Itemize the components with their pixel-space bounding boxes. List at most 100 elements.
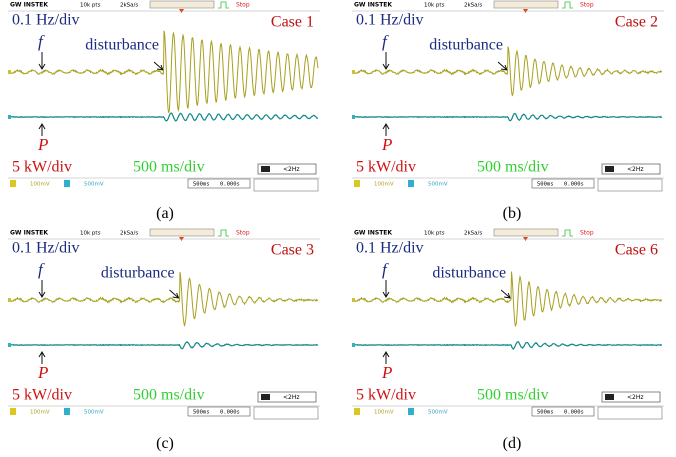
power-trace <box>355 342 662 349</box>
rate: 2kSa/s <box>120 231 138 237</box>
disturbance-label: disturbance <box>101 265 175 282</box>
case-label: Case 3 <box>271 242 314 259</box>
status: Stop <box>580 230 594 237</box>
power-trace <box>11 113 318 121</box>
offset: 0.000s <box>220 182 240 188</box>
f-arrow <box>383 280 389 297</box>
points: 10k pts <box>424 3 445 9</box>
scale-f: 0.1 Hz/div <box>12 12 80 29</box>
rate: 2kSa/s <box>464 3 482 9</box>
points: 10k pts <box>424 231 445 237</box>
figure: GW INSTEK 10k pts 2kSa/s Stop 0.1 Hz/div Case… <box>0 0 676 457</box>
scale-p: 5 kW/div <box>12 387 72 404</box>
ch1-marker <box>352 70 355 74</box>
f-label: f <box>38 260 45 279</box>
time-scale: 500 ms/div <box>477 159 549 176</box>
memory-bar <box>494 229 558 236</box>
scale-f: 0.1 Hz/div <box>12 240 80 257</box>
scope-screen: GW INSTEK 10k pts 2kSa/s Stop 0.1 Hz/div Case… <box>8 228 320 420</box>
time-scale: 500 ms/div <box>133 159 205 176</box>
frequency-trace <box>11 31 318 113</box>
f-label: f <box>38 32 45 51</box>
trigger-icon-box <box>261 166 270 172</box>
f-arrow <box>39 280 45 297</box>
p-label: P <box>381 135 392 154</box>
offset: 0.000s <box>220 410 240 416</box>
trigger-info <box>598 179 662 191</box>
disturbance-label: disturbance <box>85 37 159 54</box>
status: Stop <box>236 2 250 9</box>
rate: 2kSa/s <box>120 3 138 9</box>
points: 10k pts <box>80 3 101 9</box>
status: Stop <box>236 230 250 237</box>
points: 10k pts <box>80 231 101 237</box>
ch2-scale: 500mV <box>428 182 448 188</box>
ch1-scale: 100mV <box>374 182 394 188</box>
case-label: Case 1 <box>271 14 314 31</box>
timebase: 500ms <box>193 410 210 416</box>
trigger-icon <box>218 230 229 236</box>
status: Stop <box>580 2 594 9</box>
f-label: f <box>382 260 389 279</box>
trigger-icon <box>562 230 573 236</box>
f-arrow <box>383 52 389 69</box>
ch2-scale: 500mV <box>84 410 104 416</box>
trigger-icon-box <box>605 394 614 400</box>
disturbance-label: disturbance <box>432 265 506 282</box>
scale-p: 5 kW/div <box>356 159 416 176</box>
brand: GW INSTEK <box>354 230 392 237</box>
scope-screen: GW INSTEK 10k pts 2kSa/s Stop 0.1 Hz/div Case… <box>352 228 664 420</box>
trigger-icon <box>562 2 573 8</box>
ch2-scale: 500mV <box>428 410 448 416</box>
caption: (a) <box>135 205 195 223</box>
ch1-scale: 100mV <box>30 410 50 416</box>
offset: 0.000s <box>564 410 584 416</box>
f-arrow <box>39 52 45 69</box>
trigger-icon-box <box>605 166 614 172</box>
trigger-freq: <2Hz <box>283 166 300 173</box>
scale-f: 0.1 Hz/div <box>356 240 424 257</box>
p-label: P <box>381 363 392 382</box>
trigger-info <box>254 407 318 419</box>
power-trace <box>11 342 318 349</box>
ch1-marker <box>352 298 355 302</box>
trigger-freq: <2Hz <box>627 166 644 173</box>
timebase: 500ms <box>537 410 554 416</box>
caption: (b) <box>482 205 542 223</box>
rate: 2kSa/s <box>464 231 482 237</box>
ch2-marker <box>8 343 11 347</box>
ch1-badge <box>10 408 16 415</box>
disturbance-arrow <box>154 62 163 70</box>
power-trace <box>355 114 662 121</box>
scale-f: 0.1 Hz/div <box>356 12 424 29</box>
caption: (d) <box>482 435 542 453</box>
memory-bar <box>494 1 558 8</box>
disturbance-label: disturbance <box>429 37 503 54</box>
timebase: 500ms <box>537 182 554 188</box>
trigger-freq: <2Hz <box>283 394 300 401</box>
ch2-marker <box>352 343 355 347</box>
disturbance-arrow <box>498 62 507 70</box>
brand: GW INSTEK <box>10 2 48 9</box>
ch1-badge <box>354 180 360 187</box>
case-label: Case 6 <box>615 242 658 259</box>
ch2-badge <box>64 408 70 415</box>
disturbance-arrow <box>501 290 510 298</box>
case-label: Case 2 <box>615 14 658 31</box>
time-scale: 500 ms/div <box>477 387 549 404</box>
trigger-freq: <2Hz <box>627 394 644 401</box>
trigger-icon <box>218 2 229 8</box>
ch2-marker <box>8 115 11 119</box>
frequency-trace <box>355 272 662 326</box>
ch1-badge <box>354 408 360 415</box>
memory-bar <box>150 1 214 8</box>
timebase: 500ms <box>193 182 210 188</box>
ch2-badge <box>408 408 414 415</box>
scale-p: 5 kW/div <box>356 387 416 404</box>
brand: GW INSTEK <box>10 230 48 237</box>
caption: (c) <box>135 435 195 453</box>
time-scale: 500 ms/div <box>133 387 205 404</box>
ch1-marker <box>8 70 11 74</box>
ch2-scale: 500mV <box>84 182 104 188</box>
